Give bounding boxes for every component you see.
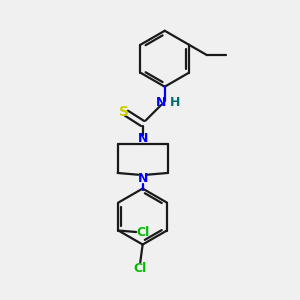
Text: N: N: [137, 172, 148, 185]
Text: Cl: Cl: [136, 226, 149, 238]
Text: N: N: [156, 96, 166, 109]
Text: Cl: Cl: [134, 262, 147, 275]
Text: N: N: [137, 132, 148, 145]
Text: H: H: [170, 96, 180, 109]
Text: S: S: [119, 105, 129, 119]
